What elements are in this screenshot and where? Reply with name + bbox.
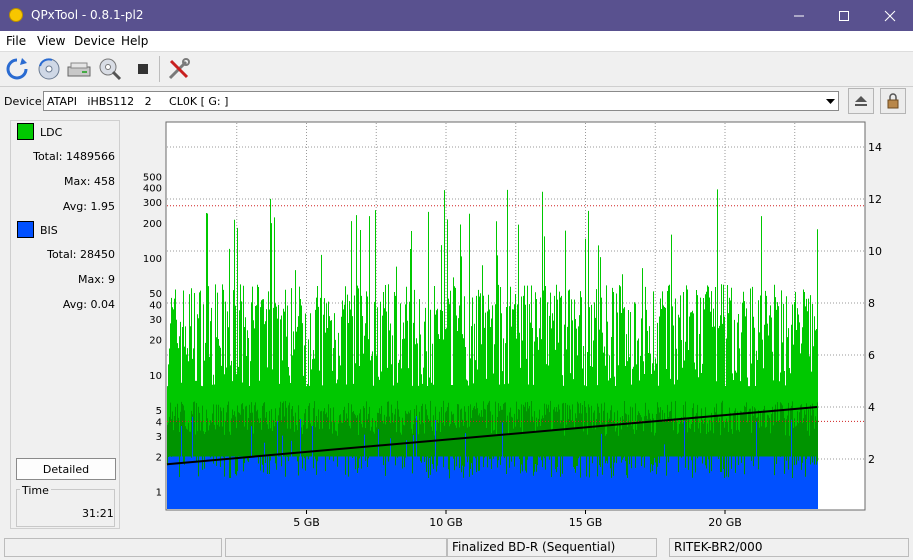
menu-device[interactable]: Device [74,34,116,48]
bis-label: BIS [40,224,58,237]
eject-icon [855,96,867,106]
close-icon [884,10,896,21]
device-label: Device: [4,95,46,108]
legend-panel: LDC Total: 1489566 Max: 458 Avg: 1.95 BI… [10,120,120,529]
maximize-icon [839,10,849,21]
bis-avg: Avg: 0.04 [62,298,115,311]
device-bar: Device: ATAPI iHBS112 2 CL0K [ G: ] [0,88,913,114]
minimize-icon [794,15,804,16]
magnify-disc-icon [99,58,122,81]
status-media-id: RITEK-BR2/000 [669,538,909,557]
menu-bar: File View Device Help [0,31,913,52]
minimize-button[interactable] [776,0,822,31]
menu-help[interactable]: Help [121,34,149,48]
status-pane-2 [225,538,447,557]
settings-button[interactable] [166,56,192,82]
time-value: 31:21 [82,507,114,520]
menu-file[interactable]: File [6,34,27,48]
maximize-button[interactable] [821,0,867,31]
toolbar [0,52,913,87]
menu-view[interactable]: View [37,34,66,48]
ldc-max: Max: 458 [64,175,115,188]
bis-max: Max: 9 [78,273,115,286]
chart-frame [125,120,908,529]
lock-icon [887,93,899,109]
stop-icon [138,64,148,74]
window-title: QPxTool - 0.8.1-pl2 [31,8,144,22]
device-select[interactable]: ATAPI iHBS112 2 CL0K [ G: ] [43,91,839,111]
stop-button[interactable] [130,56,156,82]
drive-button[interactable] [66,56,92,82]
refresh-icon [6,58,28,80]
ldc-total: Total: 1489566 [33,150,115,163]
ldc-label: LDC [40,126,63,139]
toolbar-separator [159,56,160,82]
status-disc-type: Finalized BD-R (Sequential) [447,538,657,557]
disc-scan-icon [38,58,60,80]
settings-tools-icon [168,58,190,80]
drive-icon [67,62,91,77]
detailed-button[interactable]: Detailed [16,458,116,480]
disc-scan-button[interactable] [36,56,62,82]
app-icon [9,8,23,22]
bis-total: Total: 28450 [47,248,115,261]
ldc-avg: Avg: 1.95 [62,200,115,213]
time-box [16,489,115,527]
title-bar: QPxTool - 0.8.1-pl2 [0,0,913,31]
status-pane-1 [4,538,222,557]
refresh-button[interactable] [4,56,30,82]
status-bar: Finalized BD-R (Sequential) RITEK-BR2/00… [0,536,913,560]
eject-button[interactable] [848,88,874,114]
magnify-disc-button[interactable] [97,56,123,82]
time-label: Time [20,484,51,497]
device-value: ATAPI iHBS112 2 CL0K [ G: ] [47,95,229,108]
ldc-swatch [17,123,34,140]
chevron-down-icon [826,99,835,104]
close-button[interactable] [867,0,913,31]
bis-swatch [17,221,34,238]
lock-button[interactable] [880,88,906,114]
